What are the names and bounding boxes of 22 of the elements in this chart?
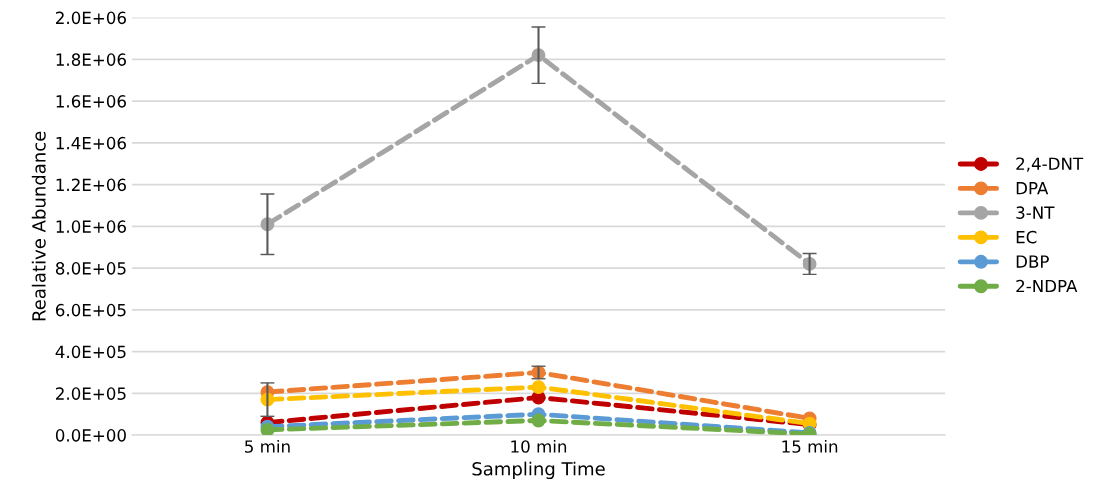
x-tick-label: 5 min (245, 439, 290, 453)
y-tick-label: 0.0E+00 (55, 429, 126, 442)
y-tick-label: 4.0E+05 (55, 345, 126, 359)
y-tick-label: 8.0E+05 (55, 262, 126, 275)
legend-label: 3-NT (1016, 206, 1055, 219)
y-tick-label: 6.0E+05 (55, 303, 126, 317)
y-tick-label: 1.4E+06 (56, 136, 126, 150)
y-tick-label: 1.2E+06 (56, 178, 126, 192)
x-tick-label: 15 min (782, 439, 838, 453)
x-tick-label: 10 min (511, 439, 567, 453)
y-tick-label: 2.0E+06 (56, 11, 126, 25)
y-tick-label: 2.0E+05 (56, 387, 126, 400)
legend-label: 2,4-DNT (1016, 157, 1084, 172)
y-tick-label: 1.6E+06 (56, 95, 126, 108)
y-tick-label: 1.0E+06 (56, 220, 126, 233)
legend-label: 2-NDPA (1016, 279, 1078, 293)
legend-label: DBP (1016, 255, 1049, 268)
legend-label: EC (1016, 230, 1037, 244)
x-axis-title: Sampling Time (472, 461, 605, 480)
legend-label: DPA (1016, 182, 1049, 195)
y-axis-title: Realative Abundance (31, 131, 46, 321)
y-tick-label: 1.8E+06 (56, 53, 126, 66)
